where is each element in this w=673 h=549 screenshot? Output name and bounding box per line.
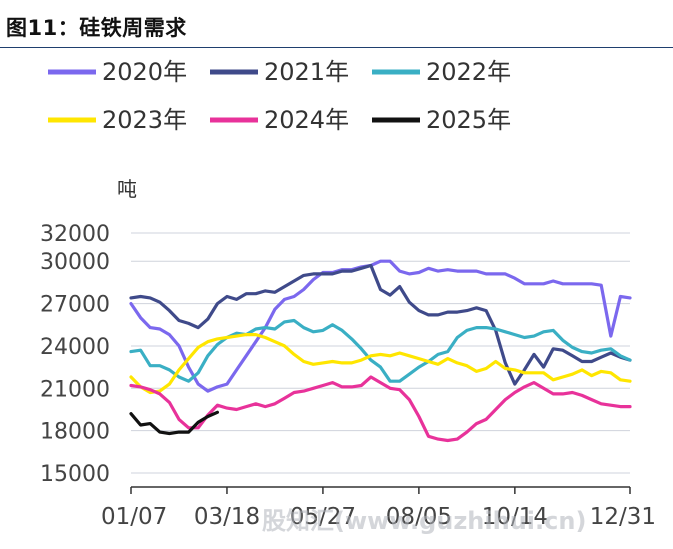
- legend: 2020年 2021年 2022年 2023年 2024年 2025年: [48, 58, 511, 134]
- x-axis: 01/07 03/18 05/27 08/05 10/14 12/31: [101, 486, 656, 530]
- x-tick-label: 10/14: [482, 504, 548, 530]
- series-line: [129, 259, 632, 393]
- y-tick-label: 18000: [40, 420, 110, 445]
- legend-label: 2023年: [102, 106, 187, 134]
- legend-label: 2022年: [426, 58, 511, 86]
- x-tick-label: 03/18: [194, 504, 260, 530]
- legend-label: 2020年: [102, 58, 187, 86]
- y-axis-label: 吨: [117, 177, 137, 201]
- title-bar: 图11：硅铁周需求: [0, 0, 673, 48]
- series-lines: [129, 259, 632, 443]
- legend-label: 2024年: [264, 106, 349, 134]
- x-tick-label: 08/05: [386, 504, 452, 530]
- series-line: [129, 375, 632, 443]
- series-line: [129, 333, 632, 395]
- y-tick-label: 30000: [40, 250, 110, 275]
- figure-title: 图11：硅铁周需求: [6, 16, 187, 40]
- y-tick-label: 21000: [40, 377, 110, 402]
- series-line: [129, 263, 632, 386]
- legend-label: 2025年: [426, 106, 511, 134]
- watermark: 股知汇(www.guzhihui.cn): [262, 507, 586, 535]
- y-tick-label: 27000: [40, 293, 110, 318]
- x-tick-label: 01/07: [101, 504, 167, 530]
- y-tick-label: 15000: [40, 462, 110, 487]
- y-tick-label: 24000: [40, 335, 110, 360]
- series-line: [129, 410, 219, 436]
- y-tick-label: 32000: [40, 222, 110, 247]
- x-tick-label: 12/31: [590, 504, 656, 530]
- series-line: [129, 318, 632, 383]
- legend-label: 2021年: [264, 58, 349, 86]
- y-axis-ticks: 15000 18000 21000 24000 27000 30000 32000: [40, 222, 110, 487]
- x-tick-label: 05/27: [290, 504, 356, 530]
